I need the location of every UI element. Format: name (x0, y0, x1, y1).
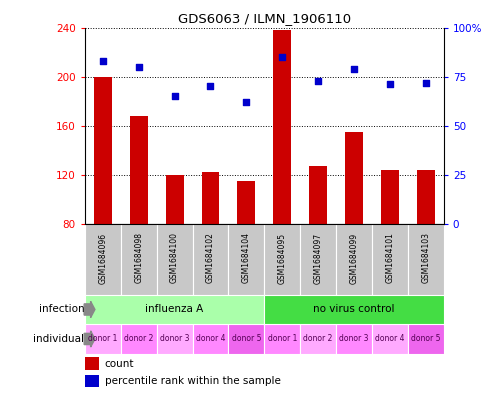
Text: GSM1684097: GSM1684097 (313, 232, 322, 283)
Text: donor 3: donor 3 (160, 334, 189, 343)
Bar (228, 224, 264, 295)
Bar (85, 295, 264, 324)
Bar (85, 357, 99, 369)
Text: GSM1684096: GSM1684096 (98, 232, 107, 283)
Text: individual: individual (33, 334, 84, 344)
Text: GSM1684095: GSM1684095 (277, 232, 286, 283)
Point (314, 77, 321, 84)
Point (135, 64, 142, 70)
Text: infection: infection (38, 305, 84, 314)
Bar (192, 224, 228, 295)
Point (385, 81, 393, 88)
Bar (192, 324, 228, 354)
Point (206, 83, 214, 90)
Bar (345, 132, 362, 224)
Text: count: count (105, 358, 134, 369)
Text: donor 2: donor 2 (124, 334, 153, 343)
Bar (300, 224, 335, 295)
Text: donor 1: donor 1 (88, 334, 117, 343)
Text: GSM1684102: GSM1684102 (206, 233, 214, 283)
Text: GSM1684098: GSM1684098 (134, 233, 143, 283)
Bar (85, 224, 121, 295)
FancyArrow shape (84, 331, 95, 347)
Title: GDS6063 / ILMN_1906110: GDS6063 / ILMN_1906110 (178, 12, 350, 25)
Text: donor 1: donor 1 (267, 334, 296, 343)
Bar (371, 224, 407, 295)
Point (242, 99, 250, 105)
FancyArrow shape (84, 301, 95, 318)
Bar (380, 170, 398, 224)
Text: no virus control: no virus control (313, 305, 394, 314)
Bar (156, 324, 192, 354)
Bar (201, 173, 219, 224)
Bar (129, 116, 147, 224)
Bar (85, 324, 121, 354)
Bar (300, 324, 335, 354)
Text: GSM1684101: GSM1684101 (385, 233, 393, 283)
Bar (165, 175, 183, 224)
Bar (121, 324, 156, 354)
Point (99, 58, 106, 64)
Point (278, 54, 286, 60)
Bar (335, 224, 371, 295)
Text: donor 4: donor 4 (375, 334, 404, 343)
Text: influenza A: influenza A (145, 305, 203, 314)
Bar (371, 324, 407, 354)
Text: GSM1684100: GSM1684100 (170, 233, 179, 283)
Point (170, 93, 178, 99)
Bar (85, 375, 99, 387)
Bar (121, 224, 156, 295)
Bar (309, 166, 326, 224)
Bar (407, 324, 443, 354)
Text: donor 5: donor 5 (410, 334, 439, 343)
Point (349, 66, 357, 72)
Text: percentile rank within the sample: percentile rank within the sample (105, 376, 280, 386)
Bar (156, 224, 192, 295)
Point (421, 79, 429, 86)
Text: donor 4: donor 4 (196, 334, 225, 343)
Bar (237, 181, 255, 224)
Bar (264, 324, 300, 354)
Text: GSM1684104: GSM1684104 (242, 233, 250, 283)
Text: donor 5: donor 5 (231, 334, 260, 343)
Text: GSM1684099: GSM1684099 (349, 232, 358, 283)
Bar (407, 224, 443, 295)
Bar (272, 30, 290, 224)
Bar (264, 295, 443, 324)
Bar (416, 170, 434, 224)
Bar (335, 324, 371, 354)
Bar (93, 77, 111, 224)
Text: donor 2: donor 2 (303, 334, 332, 343)
Text: donor 3: donor 3 (339, 334, 368, 343)
Bar (228, 324, 264, 354)
Text: GSM1684103: GSM1684103 (421, 233, 429, 283)
Bar (264, 224, 300, 295)
